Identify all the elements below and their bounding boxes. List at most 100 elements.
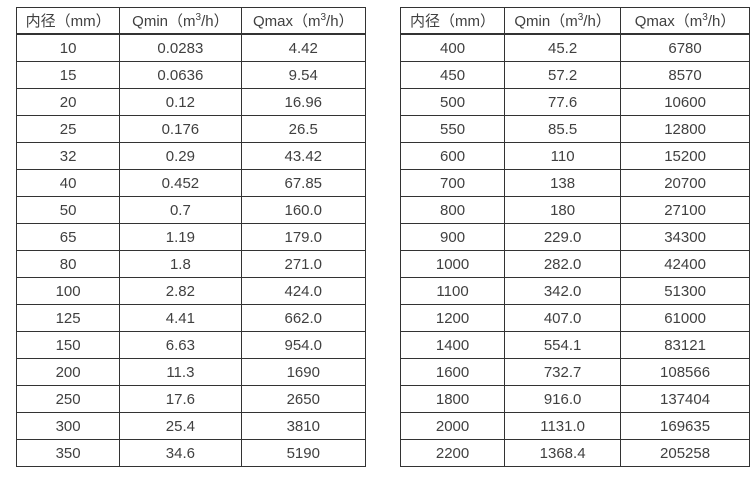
table-row: 2200 1368.4 205258: [399, 439, 750, 467]
table-row: 1200 407.0 61000: [399, 304, 750, 332]
table-body: 10 0.0283 4.42 15 0.0636 9.54 20 0.12 16.96 25 0.1…: [15, 33, 367, 467]
table-cell: 271.0: [240, 250, 367, 278]
table-cell: 407.0: [504, 304, 622, 332]
table-cell: 137404: [620, 385, 750, 413]
table-cell: 108566: [620, 358, 750, 386]
table-cell: 3810: [240, 412, 367, 440]
table-row: 2000 1131.0 169635: [399, 412, 750, 440]
table-cell: 9.54: [240, 61, 367, 89]
table-cell: 20: [15, 88, 121, 116]
table-cell: 1100: [399, 277, 506, 305]
table-cell: 8570: [620, 61, 750, 89]
table-row: 200 11.3 1690: [15, 358, 367, 386]
table-cell: 1131.0: [504, 412, 622, 440]
table-cell: 2650: [240, 385, 367, 413]
table-cell: 6.63: [119, 331, 242, 359]
table-cell: 27100: [620, 196, 750, 224]
table-cell: 424.0: [240, 277, 367, 305]
table-row: 700 138 20700: [399, 169, 750, 197]
table-cell: 40: [15, 169, 121, 197]
table-cell: 1.19: [119, 223, 242, 251]
table-cell: 61000: [620, 304, 750, 332]
table-cell: 150: [15, 331, 121, 359]
table-cell: 554.1: [504, 331, 622, 359]
column-header: 内径（mm）: [399, 7, 506, 35]
table-cell: 67.85: [240, 169, 367, 197]
table-row: 1000 282.0 42400: [399, 250, 750, 278]
table-cell: 57.2: [504, 61, 622, 89]
column-header: Qmax（m3/h）: [620, 7, 750, 35]
table-cell: 700: [399, 169, 506, 197]
table-row: 10 0.0283 4.42: [15, 33, 367, 62]
table-row: 350 34.6 5190: [15, 439, 367, 467]
table-row: 25 0.176 26.5: [15, 115, 367, 143]
table-row: 40 0.452 67.85: [15, 169, 367, 197]
table-cell: 0.0283: [119, 33, 242, 62]
table-cell: 34.6: [119, 439, 242, 467]
table-cell: 83121: [620, 331, 750, 359]
table-cell: 0.29: [119, 142, 242, 170]
table-cell: 32: [15, 142, 121, 170]
table-cell: 2000: [399, 412, 506, 440]
table-cell: 600: [399, 142, 506, 170]
table-cell: 34300: [620, 223, 750, 251]
table-row: 1400 554.1 83121: [399, 331, 750, 359]
table-cell: 4.42: [240, 33, 367, 62]
table-cell: 0.12: [119, 88, 242, 116]
table-cell: 26.5: [240, 115, 367, 143]
table-cell: 205258: [620, 439, 750, 467]
table-cell: 25: [15, 115, 121, 143]
table-cell: 15: [15, 61, 121, 89]
table-cell: 51300: [620, 277, 750, 305]
table-row: 800 180 27100: [399, 196, 750, 224]
table-cell: 12800: [620, 115, 750, 143]
table-cell: 400: [399, 33, 506, 62]
table-cell: 1000: [399, 250, 506, 278]
table-cell: 954.0: [240, 331, 367, 359]
table-row: 15 0.0636 9.54: [15, 61, 367, 89]
table-cell: 25.4: [119, 412, 242, 440]
table-cell: 350: [15, 439, 121, 467]
table-row: 125 4.41 662.0: [15, 304, 367, 332]
table-cell: 1200: [399, 304, 506, 332]
table-row: 250 17.6 2650: [15, 385, 367, 413]
table-row: 300 25.4 3810: [15, 412, 367, 440]
table-row: 1100 342.0 51300: [399, 277, 750, 305]
table-cell: 282.0: [504, 250, 622, 278]
table-cell: 2200: [399, 439, 506, 467]
table-row: 50 0.7 160.0: [15, 196, 367, 224]
table-cell: 500: [399, 88, 506, 116]
column-header: Qmin（m3/h）: [119, 7, 242, 35]
table-row: 65 1.19 179.0: [15, 223, 367, 251]
table-cell: 0.0636: [119, 61, 242, 89]
flow-spec-table-small-diameters: 内径（mm） Qmin（m3/h） Qmax（m3/h） 10 0.0283 4.42 15…: [15, 7, 367, 467]
table-cell: 5190: [240, 439, 367, 467]
table-cell: 10: [15, 33, 121, 62]
table-cell: 1690: [240, 358, 367, 386]
table-cell: 342.0: [504, 277, 622, 305]
table-cell: 800: [399, 196, 506, 224]
table-cell: 125: [15, 304, 121, 332]
table-cell: 1800: [399, 385, 506, 413]
table-cell: 85.5: [504, 115, 622, 143]
table-cell: 15200: [620, 142, 750, 170]
table-cell: 450: [399, 61, 506, 89]
table-cell: 0.7: [119, 196, 242, 224]
table-cell: 1400: [399, 331, 506, 359]
table-cell: 179.0: [240, 223, 367, 251]
column-header: Qmax（m3/h）: [240, 7, 367, 35]
table-header-row: 内径（mm） Qmin（m3/h） Qmax（m3/h）: [15, 7, 367, 35]
table-cell: 732.7: [504, 358, 622, 386]
table-row: 32 0.29 43.42: [15, 142, 367, 170]
table-cell: 42400: [620, 250, 750, 278]
table-cell: 250: [15, 385, 121, 413]
table-cell: 10600: [620, 88, 750, 116]
table-cell: 916.0: [504, 385, 622, 413]
table-cell: 0.452: [119, 169, 242, 197]
table-cell: 50: [15, 196, 121, 224]
table-cell: 80: [15, 250, 121, 278]
table-cell: 1600: [399, 358, 506, 386]
table-row: 500 77.6 10600: [399, 88, 750, 116]
table-row: 600 110 15200: [399, 142, 750, 170]
